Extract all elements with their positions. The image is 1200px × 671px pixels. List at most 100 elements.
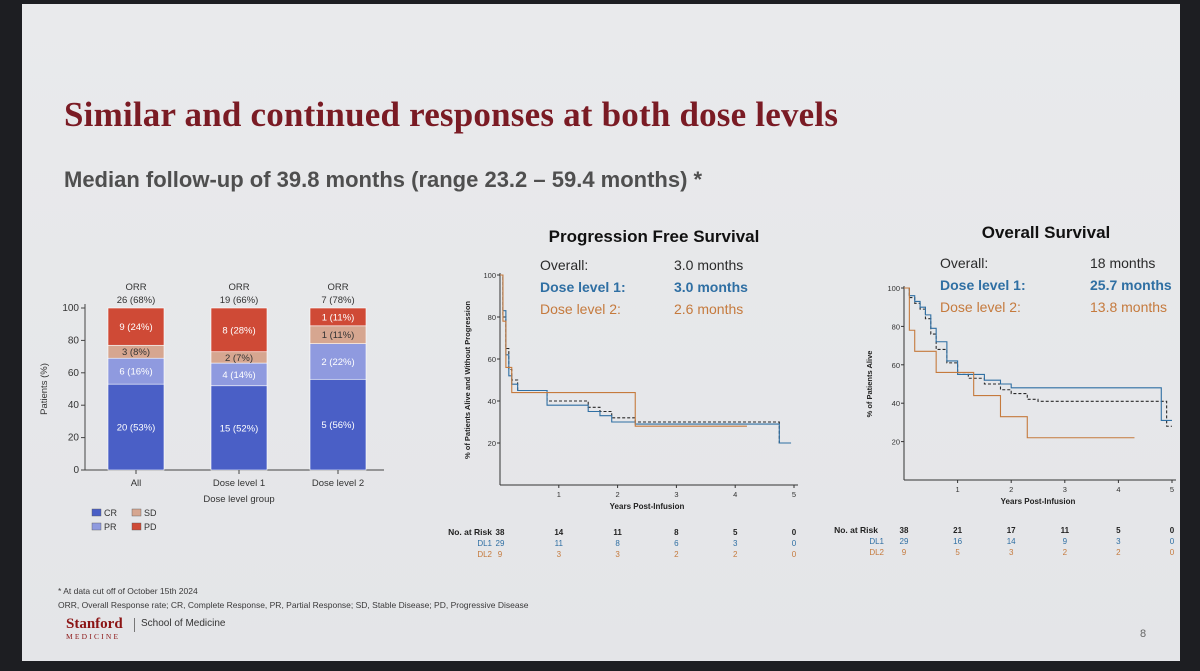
risk-value: 3 — [733, 539, 738, 548]
risk-value: 0 — [1170, 548, 1175, 557]
risk-value: 3 — [1116, 537, 1121, 546]
risk-value: 2 — [674, 550, 679, 559]
footnote-abbreviations: ORR, Overall Response rate; CR, Complete… — [58, 600, 529, 610]
school-name: School of Medicine — [134, 618, 226, 632]
risk-value: 0 — [1170, 526, 1175, 535]
risk-value: 0 — [792, 539, 797, 548]
chart-title: Overall Survival — [982, 223, 1111, 242]
orr-header: ORR — [125, 282, 146, 293]
page-number: 8 — [1140, 628, 1147, 640]
risk-value: 0 — [1170, 537, 1175, 546]
risk-value: 14 — [554, 528, 563, 537]
response-bar-chart: 0 20 40 60 80 100 Patients (%) 20 (53%) 6 (16%) 3… — [39, 282, 384, 532]
risk-value: 8 — [674, 528, 679, 537]
risk-row-name: DL1 — [869, 537, 884, 546]
x-tick-label: 5 — [1170, 485, 1174, 494]
bar-segment-pd — [210, 307, 268, 353]
risk-value: 29 — [496, 539, 505, 548]
bar-data-label: 1 (11%) — [322, 330, 355, 341]
y-tick-label: 60 — [892, 361, 900, 370]
risk-value: 3 — [557, 550, 562, 559]
risk-row-name: DL2 — [869, 548, 884, 557]
chart-title: Progression Free Survival — [549, 227, 760, 246]
y-tick-label: 100 — [887, 284, 900, 293]
risk-value: 21 — [953, 526, 962, 535]
risk-table-header: No. at Risk — [834, 525, 878, 535]
legend-swatch-pd — [131, 522, 142, 531]
x-tick-label: 2 — [1009, 485, 1013, 494]
km-line-overall — [500, 274, 792, 444]
risk-value: 9 — [498, 550, 503, 559]
x-tick-label: 1 — [557, 490, 561, 499]
km-line-dl1 — [904, 287, 1172, 422]
x-tick-label: 3 — [674, 490, 678, 499]
orr-header: ORR — [228, 282, 249, 293]
median-value: 25.7 months — [1090, 277, 1172, 293]
risk-value: 5 — [733, 528, 738, 537]
risk-table-header: No. at Risk — [448, 527, 492, 537]
median-value: 13.8 months — [1090, 299, 1167, 315]
y-axis-label: Patients (%) — [39, 363, 50, 415]
median-label: Dose level 1: — [540, 279, 626, 295]
median-label: Overall: — [940, 255, 988, 271]
bar-data-label: 20 (53%) — [117, 423, 156, 434]
risk-value: 9 — [902, 548, 907, 557]
y-tick-label: 60 — [488, 355, 496, 364]
y-tick-label: 100 — [62, 303, 79, 314]
bar-data-label: 8 (28%) — [222, 325, 255, 336]
x-axis-label: Dose level group — [203, 494, 274, 505]
legend-label-pd: PD — [144, 522, 157, 532]
x-tick-label: All — [131, 478, 142, 489]
risk-value: 2 — [733, 550, 738, 559]
y-axis-label: % of Patients Alive and Without Progress… — [463, 301, 472, 459]
risk-value: 38 — [496, 528, 505, 537]
x-tick-label: 3 — [1063, 485, 1067, 494]
slide: Similar and continued responses at both … — [22, 4, 1180, 661]
median-value: 2.6 months — [674, 301, 743, 317]
orr-value: 7 (78%) — [321, 295, 354, 306]
risk-value: 14 — [1007, 537, 1016, 546]
risk-value: 16 — [953, 537, 962, 546]
bar-data-label: 6 (16%) — [119, 367, 152, 378]
legend-label-cr: CR — [104, 508, 117, 518]
orr-header: ORR — [327, 282, 348, 293]
y-tick-label: 20 — [892, 438, 900, 447]
bar-segment-pd — [309, 307, 367, 327]
risk-value: 6 — [674, 539, 679, 548]
y-tick-label: 0 — [73, 465, 79, 476]
bar-segment-pd — [107, 307, 165, 346]
x-tick-label: Dose level 1 — [213, 478, 265, 489]
km-line-dl2 — [904, 287, 1135, 439]
y-tick-label: 40 — [68, 400, 80, 411]
median-label: Dose level 2: — [940, 299, 1021, 315]
risk-value: 5 — [955, 548, 960, 557]
risk-value: 3 — [615, 550, 620, 559]
risk-value: 5 — [1116, 526, 1121, 535]
bar-data-label: 9 (24%) — [119, 322, 152, 333]
y-tick-label: 20 — [488, 439, 496, 448]
orr-value: 19 (66%) — [220, 295, 259, 306]
legend-label-pr: PR — [104, 522, 117, 532]
y-tick-label: 20 — [68, 433, 80, 444]
median-label: Overall: — [540, 257, 588, 273]
y-tick-label: 100 — [483, 271, 496, 280]
risk-value: 11 — [555, 539, 564, 548]
orr-value: 26 (68%) — [117, 295, 156, 306]
bar-segment-pr — [309, 343, 367, 380]
bar-data-label: 5 (56%) — [321, 420, 354, 431]
x-tick-label: 2 — [616, 490, 620, 499]
y-tick-label: 80 — [488, 313, 496, 322]
os-chart: Overall Survival Overall: 18 months Dose le… — [834, 223, 1176, 557]
risk-value: 38 — [900, 526, 909, 535]
stanford-logo-sub: MEDICINE — [66, 632, 121, 641]
x-tick-label: 4 — [733, 490, 737, 499]
x-tick-label: 4 — [1116, 485, 1120, 494]
y-tick-label: 80 — [892, 322, 900, 331]
bar-data-label: 4 (14%) — [222, 370, 255, 381]
bar-data-label: 3 (8%) — [122, 347, 150, 358]
risk-value: 3 — [1009, 548, 1014, 557]
bar-segment-cr — [210, 385, 268, 471]
risk-value: 9 — [1063, 537, 1068, 546]
risk-value: 8 — [615, 539, 620, 548]
legend-swatch-pr — [91, 522, 102, 531]
